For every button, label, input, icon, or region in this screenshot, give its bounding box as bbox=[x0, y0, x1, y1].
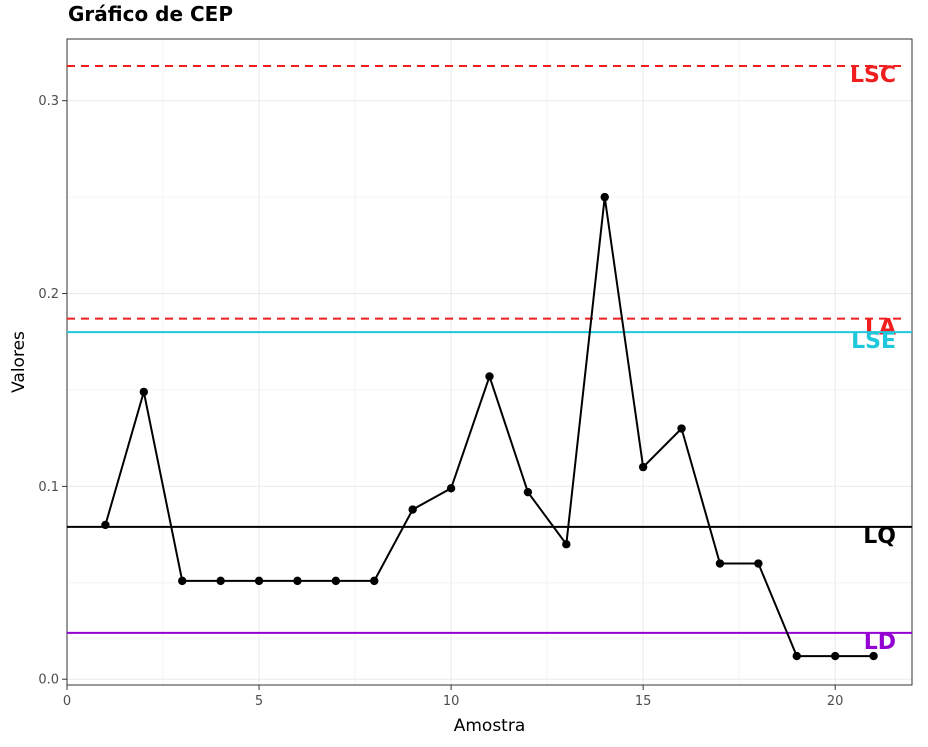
reference-label-lsc: LSC bbox=[850, 63, 896, 88]
data-point bbox=[677, 424, 686, 433]
y-tick-label: 0.3 bbox=[38, 94, 59, 109]
data-point bbox=[562, 540, 571, 549]
data-point bbox=[139, 387, 149, 397]
x-tick-label: 20 bbox=[827, 694, 844, 709]
data-point bbox=[216, 576, 225, 586]
reference-label-lq: LQ bbox=[863, 524, 896, 549]
x-tick-label: 10 bbox=[443, 694, 460, 709]
x-tick-label: 0 bbox=[63, 694, 71, 709]
data-series bbox=[101, 192, 878, 661]
axes: 0 5 10 15 20 0.0 0.1 0.2 0.3 bbox=[38, 94, 843, 709]
reference-label-ld: LD bbox=[864, 630, 896, 655]
data-point bbox=[754, 559, 763, 568]
reference-label-la: LA bbox=[865, 316, 896, 341]
y-tick-label: 0.1 bbox=[38, 480, 59, 495]
y-tick-label: 0.2 bbox=[38, 287, 59, 302]
data-point bbox=[523, 487, 533, 497]
y-tick-label: 0.0 bbox=[38, 673, 59, 688]
data-point bbox=[101, 520, 110, 530]
reference-label-lse: LSE bbox=[851, 329, 896, 354]
data-point bbox=[485, 372, 494, 381]
data-point bbox=[715, 559, 725, 568]
data-point bbox=[370, 576, 379, 586]
chart-title: Gráfico de CEP bbox=[68, 2, 233, 26]
plot-panel-border bbox=[66, 38, 913, 686]
x-tick-label: 15 bbox=[635, 694, 652, 709]
y-axis-title: Valores bbox=[9, 331, 29, 393]
data-point bbox=[792, 651, 801, 661]
data-point bbox=[293, 576, 302, 586]
data-point bbox=[408, 505, 417, 514]
data-point bbox=[830, 651, 840, 661]
data-point bbox=[178, 576, 187, 586]
data-point bbox=[600, 192, 609, 202]
data-point bbox=[254, 576, 264, 586]
x-tick-label: 5 bbox=[255, 694, 263, 709]
data-point bbox=[869, 651, 878, 661]
series-line bbox=[104, 196, 874, 658]
data-point bbox=[331, 576, 341, 586]
x-axis-title: Amostra bbox=[454, 716, 526, 736]
data-point bbox=[446, 484, 456, 493]
grid-lines bbox=[66, 39, 912, 685]
data-point bbox=[638, 462, 648, 472]
